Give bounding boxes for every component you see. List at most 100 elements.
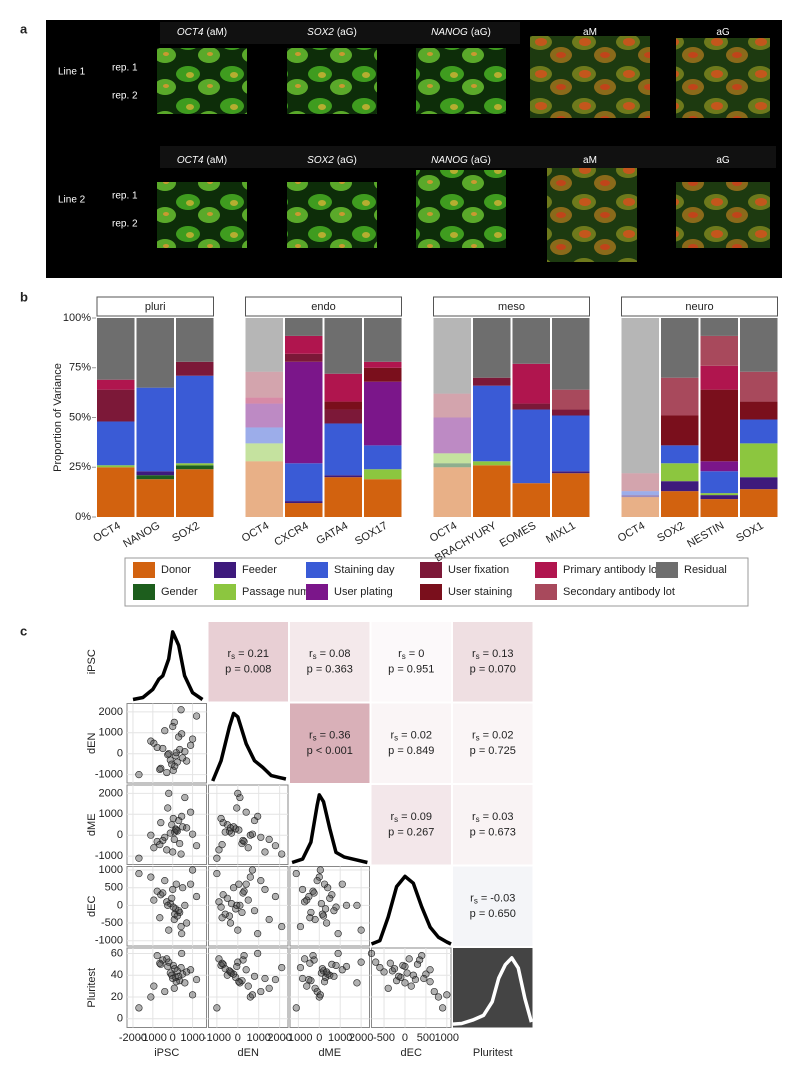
correlation-cell xyxy=(371,785,451,865)
x-tick-label: SOX2 xyxy=(170,520,201,545)
bar-segment xyxy=(512,403,550,410)
bar-segment xyxy=(552,415,590,472)
point xyxy=(169,722,177,731)
bar-segment xyxy=(176,465,214,470)
correlation-r: rs = 0.09 xyxy=(390,811,432,824)
point xyxy=(164,751,172,759)
gene-name: NANOG xyxy=(431,27,468,38)
point xyxy=(178,949,186,958)
point xyxy=(238,908,246,917)
r-value: 0.02 xyxy=(492,729,513,741)
stat-subscript: s xyxy=(476,733,480,742)
bar-segment xyxy=(740,318,778,372)
point xyxy=(309,952,317,960)
legend-label: Gender xyxy=(161,586,198,598)
correlation-cell xyxy=(208,622,288,702)
bar-segment xyxy=(433,463,471,468)
correlation-cell xyxy=(371,703,451,783)
point xyxy=(323,919,331,927)
correlation-p: p = 0.951 xyxy=(388,664,434,676)
condition: aM xyxy=(583,155,597,166)
scatter-panel xyxy=(126,703,207,784)
point xyxy=(226,968,235,976)
point xyxy=(248,830,257,838)
bar-segment xyxy=(512,363,550,404)
point xyxy=(226,824,235,832)
bar-segment xyxy=(245,371,283,398)
micrograph xyxy=(416,48,506,114)
panel-background xyxy=(371,947,452,1028)
panel-background xyxy=(289,866,370,947)
facet-header xyxy=(245,296,402,317)
point xyxy=(384,984,392,992)
point xyxy=(172,749,180,757)
point xyxy=(163,846,171,854)
y-tick-label: 500 xyxy=(105,882,123,894)
y-tick-label: 25% xyxy=(69,461,91,473)
rep-label: rep. 1 xyxy=(112,191,138,202)
x-tick-label: -1000 xyxy=(284,1032,312,1044)
bar-segment xyxy=(473,465,511,517)
point xyxy=(332,903,340,911)
legend-swatch xyxy=(306,584,328,600)
legend-label: User fixation xyxy=(448,564,509,576)
legend-swatch xyxy=(306,562,328,578)
bar-segment xyxy=(661,377,699,416)
stat-symbol: r xyxy=(227,648,231,660)
stat-subscript: s xyxy=(476,652,480,661)
point xyxy=(135,869,143,878)
point xyxy=(244,844,252,852)
point xyxy=(265,835,273,843)
point xyxy=(159,744,167,753)
panel-label: c xyxy=(20,623,27,638)
point xyxy=(422,970,430,978)
density-curve xyxy=(452,956,534,1026)
point xyxy=(169,885,177,894)
point xyxy=(218,959,226,967)
gene-name: NANOG xyxy=(431,155,468,166)
point xyxy=(156,841,164,849)
x-tick-label: 1000 xyxy=(180,1032,204,1044)
point xyxy=(353,901,361,909)
point xyxy=(157,819,165,827)
point xyxy=(239,889,247,897)
point xyxy=(187,741,195,749)
r-value: 0.02 xyxy=(411,729,432,741)
stat-subscript: s xyxy=(313,652,317,661)
x-tick-label: SOX2 xyxy=(655,520,686,545)
facet-label: endo xyxy=(311,301,335,313)
point xyxy=(169,766,177,775)
correlation-cell xyxy=(453,785,533,865)
bar-segment xyxy=(740,401,778,420)
bar-segment xyxy=(552,389,590,410)
stain-label: OCT4 (aM) xyxy=(177,27,227,38)
point xyxy=(271,975,280,984)
point xyxy=(219,819,227,827)
condition: (aG) xyxy=(337,27,357,38)
stat-subscript: s xyxy=(394,733,398,742)
point xyxy=(175,907,183,915)
point xyxy=(240,952,248,960)
bar-segment xyxy=(97,465,135,468)
equals: = xyxy=(483,648,489,660)
bar-segment xyxy=(285,335,323,354)
point xyxy=(306,959,314,967)
stat-symbol: r xyxy=(472,811,476,823)
point xyxy=(213,854,221,862)
gene-name: OCT4 xyxy=(177,27,204,38)
point xyxy=(177,922,185,931)
x-tick-label: 500 xyxy=(417,1032,435,1044)
point xyxy=(330,972,338,980)
stain-label: SOX2 (aG) xyxy=(307,27,357,38)
point xyxy=(443,991,451,999)
correlation-cell xyxy=(290,622,370,702)
point xyxy=(181,901,189,909)
y-tick-label: 0% xyxy=(75,511,91,523)
stain-label: aG xyxy=(716,27,730,38)
stat-symbol: r xyxy=(398,648,402,660)
point xyxy=(303,982,311,990)
bar-segment xyxy=(97,467,135,517)
equals: = xyxy=(238,648,244,660)
point xyxy=(218,914,226,922)
point xyxy=(156,765,164,774)
